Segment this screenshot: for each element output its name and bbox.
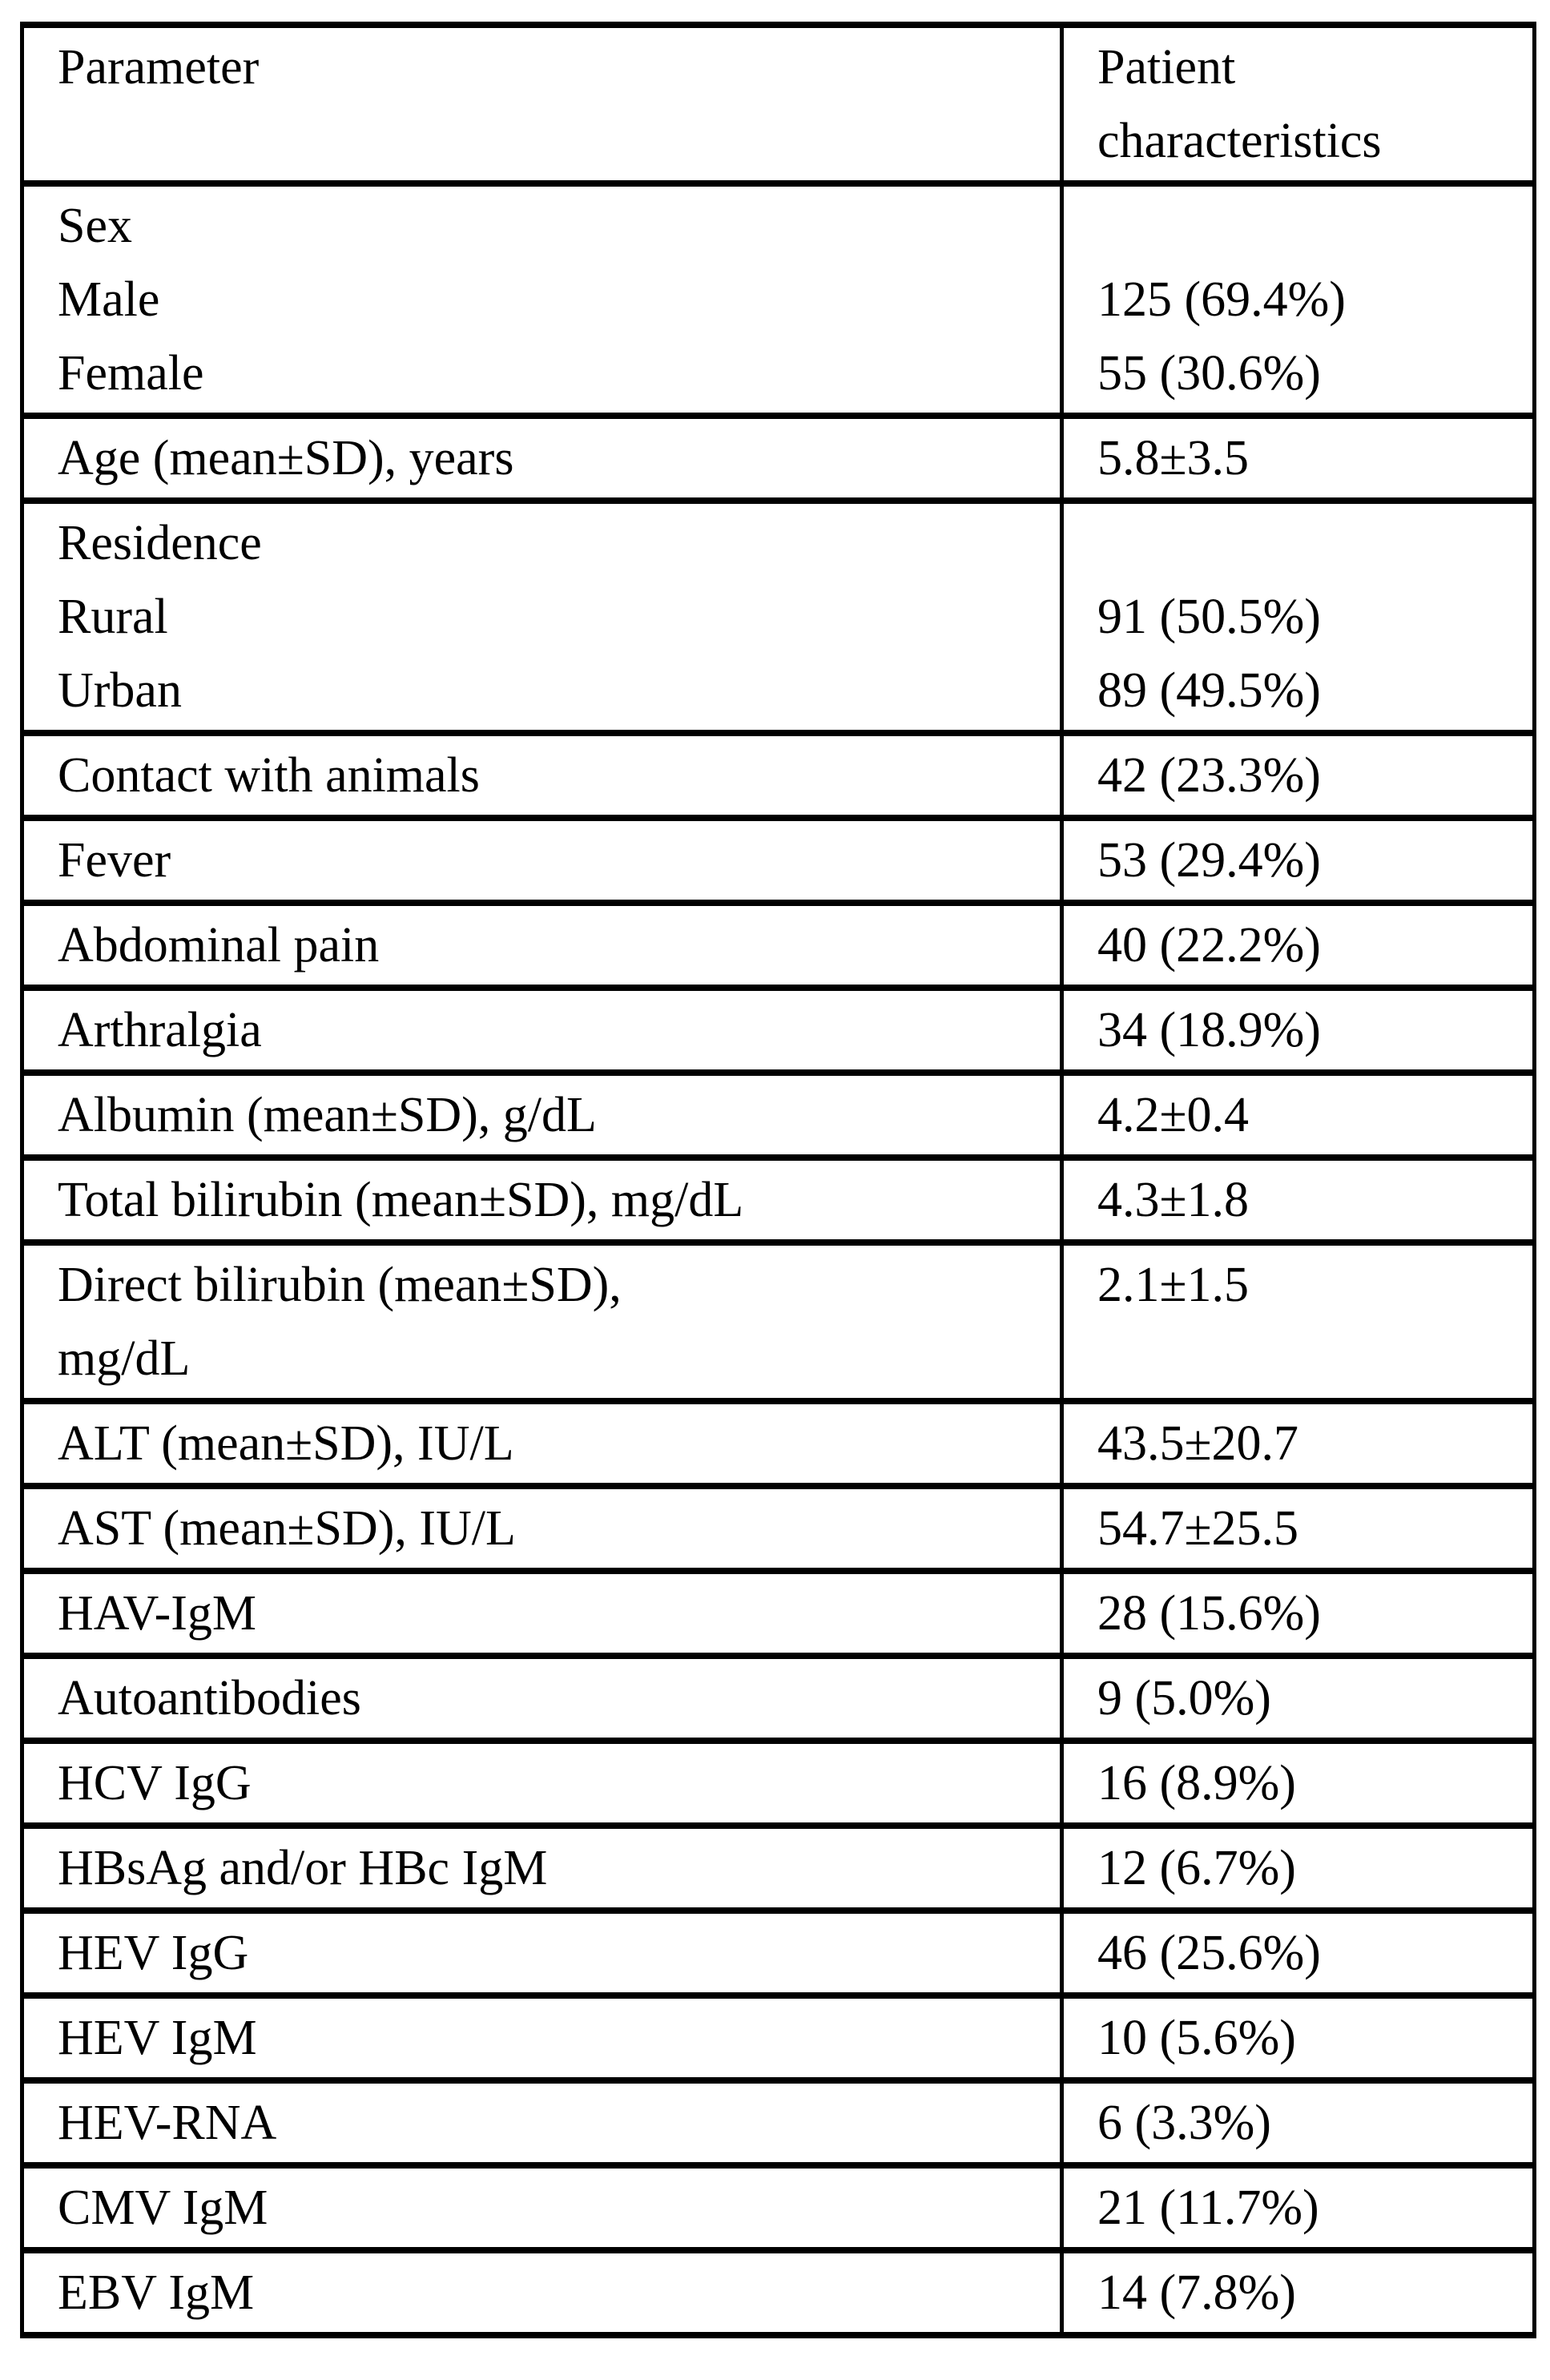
value-cell: 53 (29.4%) xyxy=(1060,815,1536,906)
parameter-cell: HCV IgG xyxy=(20,1738,1064,1829)
table-row: Abdominal pain 40 (22.2%) xyxy=(20,900,1536,991)
table-row: CMV IgM 21 (11.7%) xyxy=(20,2162,1536,2253)
parameter-cell: HEV IgM xyxy=(20,1992,1064,2084)
column-header-parameter: Parameter xyxy=(20,22,1064,187)
parameter-cell: Autoantibodies xyxy=(20,1653,1064,1744)
table-row: HEV IgG 46 (25.6%) xyxy=(20,1907,1536,1999)
parameter-cell: Arthralgia xyxy=(20,985,1064,1076)
value-cell: 91 (50.5%) 89 (49.5%) xyxy=(1060,497,1536,736)
table-row: Autoantibodies 9 (5.0%) xyxy=(20,1653,1536,1744)
value-cell: 28 (15.6%) xyxy=(1060,1568,1536,1659)
table-row: Sex Male Female 125 (69.4%) 55 (30.6%) xyxy=(20,180,1536,419)
table-row: HCV IgG 16 (8.9%) xyxy=(20,1738,1536,1829)
parameter-cell: Total bilirubin (mean±SD), mg/dL xyxy=(20,1154,1064,1246)
value-cell: 46 (25.6%) xyxy=(1060,1907,1536,1999)
value-cell: 16 (8.9%) xyxy=(1060,1738,1536,1829)
table-row: Direct bilirubin (mean±SD), mg/dL 2.1±1.… xyxy=(20,1239,1536,1404)
value-cell: 12 (6.7%) xyxy=(1060,1822,1536,1914)
parameter-cell: Fever xyxy=(20,815,1064,906)
parameter-cell: Direct bilirubin (mean±SD), mg/dL xyxy=(20,1239,1064,1404)
parameter-cell: AST (mean±SD), IU/L xyxy=(20,1483,1064,1574)
column-header-patient-characteristics: Patient characteristics xyxy=(1060,22,1536,187)
parameter-cell: HEV IgG xyxy=(20,1907,1064,1999)
value-cell: 4.2±0.4 xyxy=(1060,1069,1536,1161)
parameter-cell: HEV-RNA xyxy=(20,2077,1064,2169)
parameter-cell: EBV IgM xyxy=(20,2247,1064,2338)
table-row: HBsAg and/or HBc IgM 12 (6.7%) xyxy=(20,1822,1536,1914)
table-row: HAV-IgM 28 (15.6%) xyxy=(20,1568,1536,1659)
table-row: HEV-RNA 6 (3.3%) xyxy=(20,2077,1536,2169)
value-cell: 6 (3.3%) xyxy=(1060,2077,1536,2169)
table-row: EBV IgM 14 (7.8%) xyxy=(20,2247,1536,2338)
value-cell: 40 (22.2%) xyxy=(1060,900,1536,991)
value-cell: 4.3±1.8 xyxy=(1060,1154,1536,1246)
patient-characteristics-table: Parameter Patient characteristics Sex Ma… xyxy=(20,22,1536,2338)
table-row: Albumin (mean±SD), g/dL 4.2±0.4 xyxy=(20,1069,1536,1161)
parameter-cell: HBsAg and/or HBc IgM xyxy=(20,1822,1064,1914)
table-row: ALT (mean±SD), IU/L 43.5±20.7 xyxy=(20,1398,1536,1489)
parameter-cell: ALT (mean±SD), IU/L xyxy=(20,1398,1064,1489)
table-row: Age (mean±SD), years 5.8±3.5 xyxy=(20,413,1536,504)
parameter-cell: HAV-IgM xyxy=(20,1568,1064,1659)
table-row: Contact with animals 42 (23.3%) xyxy=(20,730,1536,821)
table-row: AST (mean±SD), IU/L 54.7±25.5 xyxy=(20,1483,1536,1574)
value-cell: 14 (7.8%) xyxy=(1060,2247,1536,2338)
value-cell: 42 (23.3%) xyxy=(1060,730,1536,821)
parameter-cell: Sex Male Female xyxy=(20,180,1064,419)
value-cell: 125 (69.4%) 55 (30.6%) xyxy=(1060,180,1536,419)
table-body: Sex Male Female 125 (69.4%) 55 (30.6%) A… xyxy=(20,180,1536,2338)
value-cell: 9 (5.0%) xyxy=(1060,1653,1536,1744)
parameter-cell: Residence Rural Urban xyxy=(20,497,1064,736)
table-row: Residence Rural Urban 91 (50.5%) 89 (49.… xyxy=(20,497,1536,736)
table-row: HEV IgM 10 (5.6%) xyxy=(20,1992,1536,2084)
parameter-cell: Abdominal pain xyxy=(20,900,1064,991)
table-row: Total bilirubin (mean±SD), mg/dL 4.3±1.8 xyxy=(20,1154,1536,1246)
value-cell: 5.8±3.5 xyxy=(1060,413,1536,504)
parameter-cell: CMV IgM xyxy=(20,2162,1064,2253)
table-row: Fever 53 (29.4%) xyxy=(20,815,1536,906)
value-cell: 2.1±1.5 xyxy=(1060,1239,1536,1404)
value-cell: 43.5±20.7 xyxy=(1060,1398,1536,1489)
value-cell: 21 (11.7%) xyxy=(1060,2162,1536,2253)
parameter-cell: Albumin (mean±SD), g/dL xyxy=(20,1069,1064,1161)
table-row: Arthralgia 34 (18.9%) xyxy=(20,985,1536,1076)
value-cell: 54.7±25.5 xyxy=(1060,1483,1536,1574)
parameter-cell: Age (mean±SD), years xyxy=(20,413,1064,504)
parameter-cell: Contact with animals xyxy=(20,730,1064,821)
value-cell: 10 (5.6%) xyxy=(1060,1992,1536,2084)
header-row: Parameter Patient characteristics xyxy=(20,22,1536,187)
value-cell: 34 (18.9%) xyxy=(1060,985,1536,1076)
